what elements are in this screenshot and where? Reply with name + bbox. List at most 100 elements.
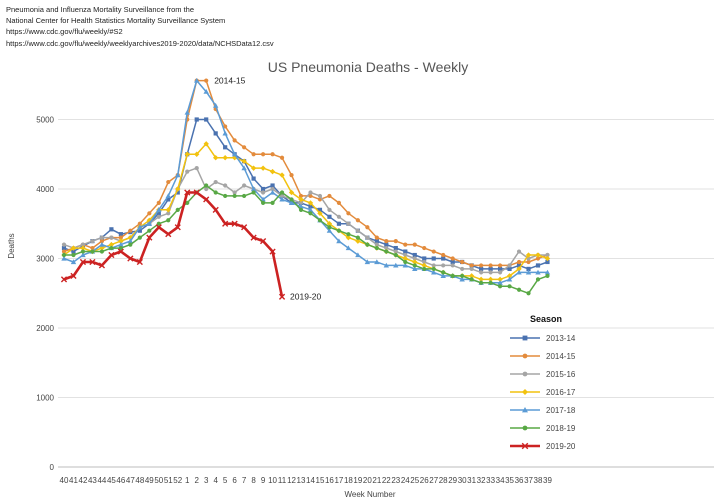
data-point xyxy=(174,224,181,231)
x-tick-label: 43 xyxy=(88,476,97,485)
data-point xyxy=(79,258,87,266)
series-line xyxy=(63,79,548,267)
data-point xyxy=(317,218,323,223)
x-tick-label: 35 xyxy=(505,476,514,485)
data-point xyxy=(241,224,248,231)
data-point xyxy=(288,200,295,205)
x-tick-label: 42 xyxy=(79,476,88,485)
data-point xyxy=(289,173,294,178)
data-point xyxy=(307,207,314,212)
data-point xyxy=(355,228,360,233)
data-point xyxy=(422,266,427,272)
data-point xyxy=(99,241,105,247)
data-point xyxy=(156,207,162,212)
data-point xyxy=(250,186,257,192)
data-point xyxy=(460,266,465,272)
data-point xyxy=(231,220,238,227)
x-tick-label: 3 xyxy=(204,476,209,485)
data-point xyxy=(336,221,342,226)
data-point xyxy=(431,249,436,254)
legend-item: 2016-17 xyxy=(510,388,576,397)
data-point xyxy=(289,197,294,202)
x-tick-label: 40 xyxy=(60,476,69,485)
x-tick-label: 1 xyxy=(185,476,190,485)
series-2013-14 xyxy=(61,117,550,272)
data-point xyxy=(308,204,313,209)
data-point xyxy=(516,287,522,292)
x-tick-labels: 40 41 42 43 44 45 46 47 48 49 50 51 52 1 2 3 4 5 6 7 8 9 10 11 1… xyxy=(60,476,553,485)
data-point xyxy=(450,256,455,261)
data-point xyxy=(412,242,417,247)
data-point xyxy=(488,270,493,275)
data-point xyxy=(109,235,114,240)
data-point xyxy=(327,225,332,230)
data-point xyxy=(355,252,361,258)
data-point xyxy=(441,263,446,268)
data-point xyxy=(522,335,528,341)
data-point xyxy=(270,200,275,205)
data-point xyxy=(90,249,95,254)
y-tick-label: 2000 xyxy=(36,324,54,333)
data-point xyxy=(441,256,446,261)
data-point xyxy=(526,291,531,296)
data-point xyxy=(545,259,550,265)
data-point xyxy=(128,242,133,247)
data-point xyxy=(422,256,427,261)
data-point xyxy=(317,193,323,199)
legend-item: 2017-18 xyxy=(510,406,576,415)
data-point xyxy=(98,262,106,269)
data-point xyxy=(194,77,200,83)
data-point xyxy=(223,124,228,129)
data-point xyxy=(137,221,142,226)
series-line xyxy=(64,184,548,295)
x-tick-label: 4 xyxy=(213,476,218,485)
data-point xyxy=(127,255,134,262)
data-point xyxy=(259,238,267,245)
series-line xyxy=(63,79,548,284)
data-point xyxy=(374,242,379,247)
data-point xyxy=(260,186,266,192)
data-point xyxy=(194,117,199,122)
data-point xyxy=(393,262,399,268)
data-point xyxy=(403,252,408,258)
x-tick-label: 15 xyxy=(316,476,325,485)
series-2014-15 xyxy=(61,78,550,268)
legend-label: 2015-16 xyxy=(546,370,576,379)
data-point xyxy=(412,252,417,258)
data-point xyxy=(269,189,276,195)
x-tick-label: 45 xyxy=(107,476,116,485)
data-point xyxy=(460,259,465,265)
data-point xyxy=(166,218,171,223)
x-tick-label: 34 xyxy=(496,476,505,485)
data-point xyxy=(450,259,455,265)
data-point xyxy=(99,249,105,254)
data-point xyxy=(450,263,455,268)
data-point xyxy=(327,193,332,199)
data-point xyxy=(365,242,370,247)
data-point xyxy=(393,245,398,251)
x-tick-label: 11 xyxy=(278,476,287,485)
data-point xyxy=(326,228,333,233)
x-tick-label: 39 xyxy=(543,476,552,485)
source-line: National Center for Health Statistics Mo… xyxy=(6,16,226,26)
data-point xyxy=(526,259,531,265)
data-point xyxy=(80,252,86,258)
data-point xyxy=(346,232,351,237)
data-point xyxy=(242,145,247,150)
x-tick-label: 26 xyxy=(420,476,429,485)
data-point xyxy=(175,186,181,192)
data-point xyxy=(251,176,256,181)
data-point xyxy=(365,225,370,230)
data-point xyxy=(440,273,446,278)
x-tick-label: 18 xyxy=(344,476,353,485)
data-point xyxy=(488,266,493,272)
data-point xyxy=(479,263,484,268)
data-point xyxy=(251,152,256,157)
data-point xyxy=(487,276,494,283)
data-point xyxy=(497,280,503,285)
legend-item: 2019-20 xyxy=(510,442,576,451)
y-tick-labels: 0 1000 2000 3000 4000 5000 xyxy=(36,116,54,473)
legend-label: 2013-14 xyxy=(546,334,576,343)
data-point xyxy=(327,214,332,219)
data-point xyxy=(336,228,342,233)
